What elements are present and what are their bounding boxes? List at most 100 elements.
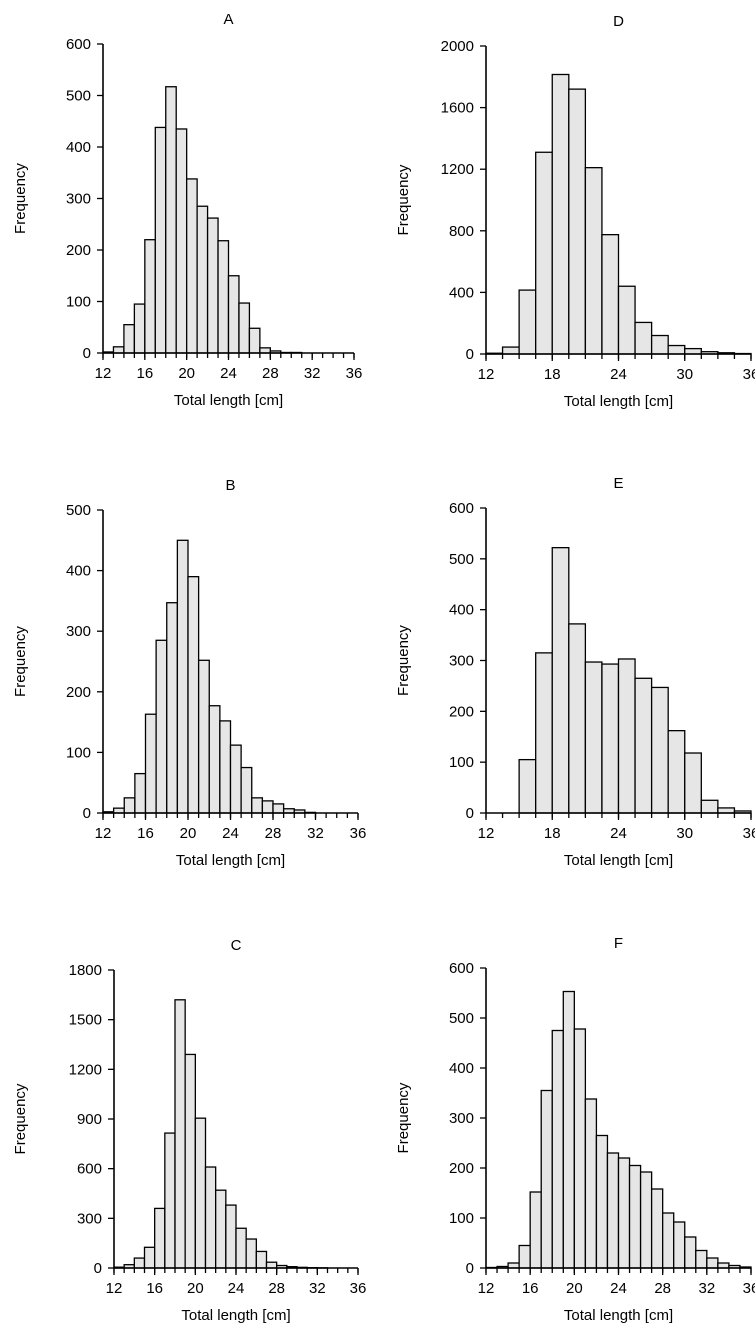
histogram-bar — [261, 800, 274, 814]
histogram-bar — [551, 547, 570, 814]
y-tick-label: 100 — [66, 294, 91, 311]
y-axis-title: Frequency — [395, 1082, 412, 1153]
histogram-bar — [144, 713, 157, 814]
panel-f: 0 100 200 300 400 500 600 12 16 20 24 28 32 36 F Total … — [395, 935, 755, 1324]
histogram-bar — [196, 205, 209, 354]
histogram-bar — [568, 623, 587, 814]
x-tick-label: 18 — [544, 825, 561, 842]
y-axis-title: Frequency — [395, 625, 412, 696]
histogram-bar — [535, 151, 553, 355]
histogram-bar — [568, 88, 587, 355]
histogram-bar — [601, 233, 620, 355]
y-tick-label: 1200 — [441, 161, 474, 178]
histogram-bar — [255, 1250, 268, 1269]
x-tick-label: 24 — [228, 1280, 245, 1297]
histogram-bar — [628, 1164, 642, 1269]
histogram-bar — [184, 1053, 196, 1269]
histogram-bar — [535, 652, 553, 814]
y-tick-label: 1800 — [69, 962, 102, 979]
panel-c: 0 300 600 900 1200 1500 1800 12 16 20 24 28 32 36 C Tot… — [12, 937, 366, 1324]
y-tick-label: 300 — [77, 1210, 102, 1227]
histogram-bar — [650, 334, 669, 355]
histogram-bar — [700, 799, 719, 814]
histogram-bar — [133, 1257, 146, 1269]
x-axis-title: Total length [cm] — [181, 1307, 290, 1324]
histogram-bar — [154, 1207, 166, 1269]
x-tick-label: 32 — [698, 1280, 715, 1297]
histogram-bar — [551, 73, 570, 355]
histogram-bar — [584, 167, 603, 355]
panel-b: 0 100 200 300 400 500 12 16 20 24 28 32 36 B Total len… — [12, 477, 366, 869]
y-tick-label: 600 — [449, 500, 474, 517]
histogram-bar — [650, 686, 669, 814]
x-tick-label: 28 — [265, 825, 282, 842]
x-tick-label: 20 — [187, 1280, 204, 1297]
histogram-bar — [206, 217, 219, 354]
x-tick-label: 32 — [309, 1280, 326, 1297]
histogram-bar — [662, 1212, 675, 1269]
histogram-bar — [217, 240, 230, 354]
y-axis-title: Frequency — [12, 163, 29, 234]
y-tick-label: 400 — [66, 139, 91, 156]
histogram-bar — [634, 677, 653, 814]
x-tick-label: 30 — [676, 825, 693, 842]
y-tick-label: 0 — [94, 1260, 102, 1277]
histogram-bar — [529, 1191, 542, 1269]
y-tick-label: 2000 — [441, 38, 474, 55]
x-tick-label: 12 — [478, 366, 495, 383]
histogram-bar — [606, 1152, 620, 1269]
x-axis-title: Total length [cm] — [564, 393, 673, 410]
panel-title: D — [613, 13, 624, 30]
histogram-bar — [684, 347, 702, 355]
y-tick-label: 400 — [66, 563, 91, 580]
y-tick-label: 200 — [449, 1160, 474, 1177]
x-tick-label: 12 — [95, 825, 112, 842]
histogram-bar — [706, 1257, 719, 1269]
x-tick-label: 36 — [743, 1280, 755, 1297]
y-tick-label: 100 — [449, 1210, 474, 1227]
x-tick-label: 36 — [350, 1280, 367, 1297]
histogram-bar — [176, 539, 189, 814]
histogram-bar — [245, 1238, 257, 1269]
histogram-bar — [155, 639, 168, 814]
y-tick-label: 400 — [449, 1060, 474, 1077]
histogram-bar — [617, 285, 636, 355]
histogram-bar — [551, 1029, 564, 1269]
y-tick-label: 900 — [77, 1111, 102, 1128]
y-tick-label: 500 — [449, 551, 474, 568]
y-axis-title: Frequency — [395, 164, 412, 235]
histogram-bar — [650, 1188, 664, 1269]
histogram-bar — [240, 766, 253, 814]
histogram-bar — [518, 289, 537, 355]
histogram-bar — [123, 797, 136, 814]
x-tick-label: 20 — [180, 825, 197, 842]
x-tick-label: 16 — [522, 1280, 539, 1297]
histogram-bar — [667, 730, 686, 814]
y-tick-label: 1200 — [69, 1061, 102, 1078]
histogram-bar — [518, 1244, 531, 1269]
x-tick-label: 20 — [566, 1280, 583, 1297]
x-tick-label: 18 — [544, 366, 561, 383]
histogram-bar — [204, 1166, 217, 1269]
x-tick-label: 20 — [178, 365, 195, 382]
histogram-bar — [227, 275, 240, 354]
y-tick-label: 500 — [66, 502, 91, 519]
histogram-bar — [166, 602, 179, 814]
histogram-bar — [208, 705, 221, 814]
panel-title: A — [223, 11, 233, 28]
x-tick-label: 24 — [610, 1280, 627, 1297]
histogram-bar — [219, 720, 232, 814]
histogram-bar — [112, 346, 125, 354]
histogram-bar — [251, 797, 264, 814]
histogram-bar — [518, 758, 537, 814]
histogram-bar — [601, 663, 620, 814]
histogram-bar — [174, 999, 186, 1269]
histogram-bar — [238, 302, 251, 354]
histogram-bar — [540, 1089, 553, 1269]
y-axis-title: Frequency — [12, 626, 29, 697]
y-tick-label: 600 — [66, 36, 91, 53]
histogram-bar — [225, 1204, 237, 1269]
histogram-bar — [134, 772, 147, 814]
x-axis-title: Total length [cm] — [564, 852, 673, 869]
y-tick-label: 100 — [449, 754, 474, 771]
